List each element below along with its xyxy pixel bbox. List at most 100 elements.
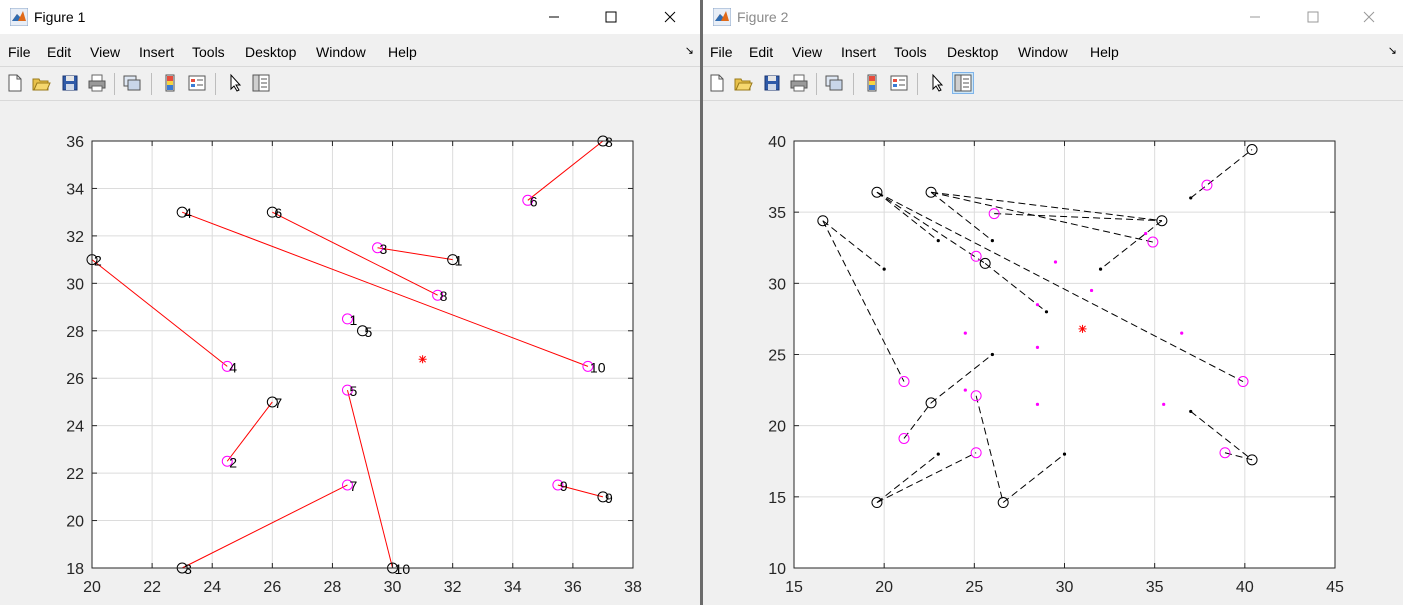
magenta-dot-point — [1035, 303, 1040, 307]
print-icon[interactable] — [87, 73, 107, 93]
menu-file[interactable]: File — [710, 44, 733, 60]
point-label: 10 — [395, 561, 411, 577]
title-bar[interactable]: Figure 1 — [0, 0, 700, 34]
maximize-icon — [605, 11, 617, 23]
edit-plot-pointer-icon[interactable] — [225, 73, 245, 93]
menu-tools[interactable]: Tools — [894, 44, 927, 60]
link-line — [822, 220, 885, 270]
center-asterisk — [1078, 324, 1087, 333]
magenta-dot-point — [1162, 402, 1166, 406]
y-tick-label: 25 — [768, 348, 786, 365]
toolbar-separator — [114, 73, 115, 95]
x-tick-label: 30 — [384, 579, 402, 596]
menu-view[interactable]: View — [90, 44, 121, 60]
maximize-button[interactable] — [588, 0, 634, 34]
link-line — [930, 191, 1162, 222]
figure-1-axes[interactable]: 1 2 3 4 5 6 7 8 9 10 1 2 3 4 5 6 7 8 9 10 20 22 24 26 28 30 32 34 36… — [0, 100, 700, 605]
toolbar-separator — [853, 73, 854, 95]
legend-icon[interactable] — [889, 73, 909, 93]
y-tick-label: 32 — [66, 229, 84, 246]
open-file-icon[interactable] — [733, 73, 753, 93]
save-icon[interactable] — [60, 73, 80, 93]
black-circle-point — [447, 254, 459, 266]
link-line — [557, 484, 604, 498]
black-circle-point — [266, 396, 278, 408]
title-bar[interactable]: Figure 2 — [703, 0, 1403, 34]
x-tick-label: 38 — [624, 579, 642, 596]
colorbar-icon[interactable] — [160, 73, 180, 93]
point-label: 2 — [94, 253, 102, 269]
link-line — [876, 453, 939, 503]
magenta-dot-point — [1035, 402, 1040, 406]
link-line — [930, 354, 993, 404]
black-circle-point — [979, 257, 991, 269]
figure-2-axes[interactable]: 15 20 25 30 35 40 45 10 15 20 25 30 35 40 — [703, 100, 1403, 605]
menu-desktop[interactable]: Desktop — [947, 44, 999, 60]
magenta-dot-point — [1180, 331, 1184, 335]
dock-arrow-icon[interactable]: ↘ — [1387, 45, 1397, 57]
figure-1-window: Figure 1 File Edit View Insert Tools Des… — [0, 0, 700, 605]
link-line — [903, 402, 932, 439]
menu-file[interactable]: File — [8, 44, 31, 60]
menu-help[interactable]: Help — [388, 44, 417, 60]
magenta-dot-point — [963, 331, 967, 335]
menu-insert[interactable]: Insert — [139, 44, 175, 60]
new-figure-icon[interactable] — [5, 73, 25, 93]
magenta-circle-point — [552, 479, 564, 491]
matlab-logo-icon — [713, 8, 731, 26]
y-tick-label: 36 — [66, 134, 84, 151]
minimize-icon — [1250, 16, 1260, 18]
colorbar-icon[interactable] — [862, 73, 882, 93]
minimize-button[interactable] — [1232, 0, 1278, 34]
menu-tools[interactable]: Tools — [192, 44, 225, 60]
link-line — [1190, 149, 1253, 199]
figure-toolbar — [0, 66, 700, 101]
link-line — [876, 191, 939, 242]
y-tick-label: 20 — [66, 514, 84, 531]
magenta-circle-point — [341, 313, 353, 325]
save-icon[interactable] — [762, 73, 782, 93]
menu-help[interactable]: Help — [1090, 44, 1119, 60]
axes-box — [91, 140, 634, 569]
maximize-button[interactable] — [1290, 0, 1336, 34]
property-inspector-icon[interactable] — [251, 73, 271, 93]
magenta-circle-point — [582, 360, 594, 372]
menu-view[interactable]: View — [792, 44, 823, 60]
menu-edit[interactable]: Edit — [47, 44, 72, 60]
menu-desktop[interactable]: Desktop — [245, 44, 297, 60]
legend-icon[interactable] — [187, 73, 207, 93]
black-circle-point — [1246, 454, 1258, 466]
link-plot-icon[interactable] — [122, 73, 142, 93]
y-tick-label: 10 — [768, 561, 786, 578]
new-figure-icon[interactable] — [707, 73, 727, 93]
dock-arrow-icon[interactable]: ↘ — [684, 45, 694, 57]
black-dot-point — [990, 352, 994, 357]
point-label: 9 — [560, 478, 568, 494]
magenta-dot-point — [1053, 260, 1058, 264]
magenta-circle-point — [221, 360, 233, 372]
menu-window[interactable]: Window — [1018, 44, 1068, 60]
x-tick-label: 34 — [504, 579, 522, 596]
menu-edit[interactable]: Edit — [749, 44, 774, 60]
edit-plot-pointer-icon[interactable] — [927, 73, 947, 93]
menu-window[interactable]: Window — [316, 44, 366, 60]
open-file-icon[interactable] — [31, 73, 51, 93]
point-label: 8 — [440, 288, 448, 304]
x-tick-label: 35 — [1146, 579, 1164, 596]
close-button[interactable] — [1346, 0, 1392, 34]
point-label: 9 — [605, 490, 613, 506]
print-icon[interactable] — [789, 73, 809, 93]
magenta-dot-point — [963, 388, 967, 392]
black-dot-point — [1189, 196, 1193, 200]
magenta-circle-point — [898, 432, 910, 444]
close-button[interactable] — [647, 0, 693, 34]
link-plot-icon[interactable] — [824, 73, 844, 93]
x-tick-label: 26 — [263, 579, 281, 596]
minimize-button[interactable] — [531, 0, 577, 34]
property-inspector-icon[interactable] — [952, 72, 974, 94]
black-circle-point — [925, 186, 937, 198]
menu-insert[interactable]: Insert — [841, 44, 877, 60]
point-label: 8 — [605, 134, 613, 150]
